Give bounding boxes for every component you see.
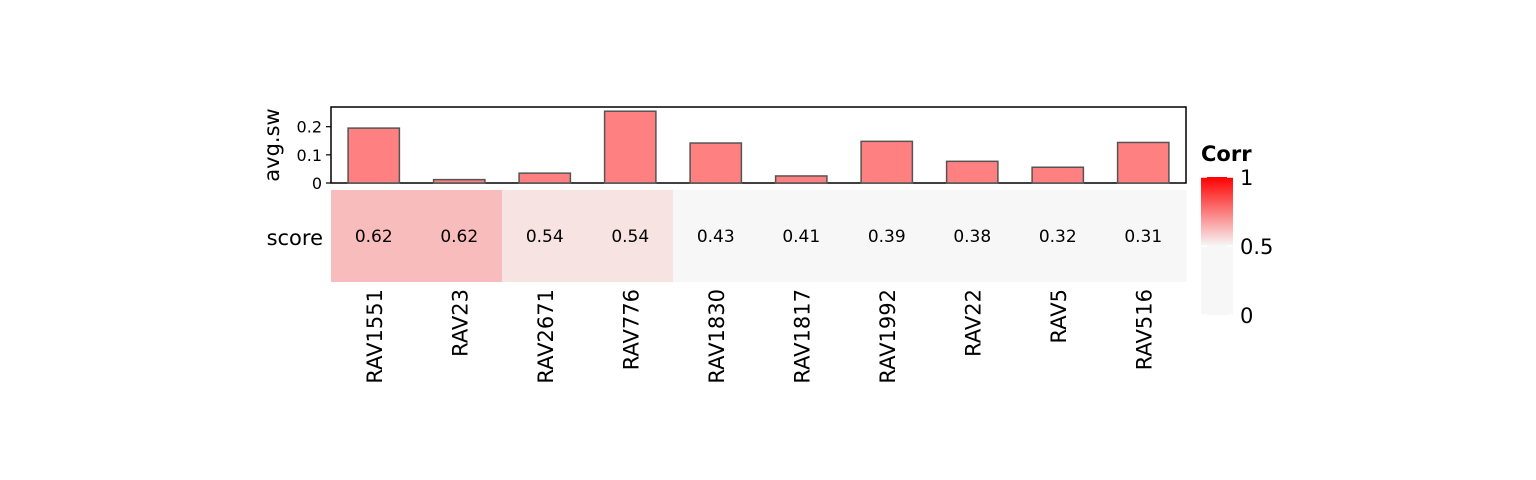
legend-title: Corr — [1201, 142, 1252, 166]
heatmap-cell — [1015, 190, 1101, 282]
heatmap-cell — [673, 190, 759, 282]
heatmap-body: 0.62 0.62 0.54 0.54 0.43 0.41 0.39 0.38 0.32 0.31… — [267, 190, 1187, 384]
heatmap-cell-label: 0.31 — [1124, 227, 1162, 247]
bar-series — [347, 110, 1170, 184]
bar — [347, 127, 401, 184]
heatmap-cell-label: 0.32 — [1039, 227, 1077, 247]
column-label: RAV22 — [961, 289, 985, 357]
heatmap-cell-label: 0.43 — [697, 227, 735, 247]
bar-panel-border — [330, 106, 1187, 184]
bar-y-axis-title: avg.sw — [260, 108, 284, 181]
column-label: RAV1992 — [876, 289, 900, 384]
legend-tick-label: 0 — [1240, 304, 1253, 328]
heatmap-cell-label: 0.38 — [953, 227, 991, 247]
heatmap-cell — [1100, 190, 1187, 282]
column-label: RAV1551 — [363, 289, 387, 384]
heatmap-cell — [416, 190, 503, 282]
heatmap-cell — [758, 190, 845, 282]
heatmap-cell-label: 0.62 — [440, 227, 478, 247]
bar-y-tick-label: 0.1 — [297, 146, 322, 165]
heatmap-cell-label: 0.39 — [868, 227, 906, 247]
heatmap-cell-label: 0.41 — [782, 227, 820, 247]
column-label: RAV1817 — [790, 289, 814, 384]
bar-y-tick-label: 0.2 — [297, 118, 322, 137]
bar — [860, 140, 914, 184]
legend-tick-label: 1 — [1240, 166, 1253, 190]
bar — [1031, 166, 1085, 184]
heatmap-cell-label: 0.54 — [611, 227, 649, 247]
heatmap-cell — [502, 190, 588, 282]
bar — [518, 172, 572, 184]
bar — [774, 175, 828, 184]
legend-tick-label: 0.5 — [1240, 235, 1273, 259]
heatmap-cells: 0.62 0.62 0.54 0.54 0.43 0.41 0.39 0.38 0.32 0.31 — [331, 190, 1187, 282]
column-label: RAV516 — [1132, 289, 1156, 370]
bar — [432, 178, 486, 184]
column-label: RAV776 — [619, 289, 643, 370]
column-label: RAV5 — [1047, 289, 1071, 344]
heatmap-cell — [331, 190, 417, 282]
legend-ticks: 00.51 — [1201, 166, 1273, 328]
column-label: RAV2671 — [534, 289, 558, 384]
heatmap-cell-label: 0.54 — [526, 227, 564, 247]
bar — [1116, 141, 1170, 184]
column-labels: RAV1551 RAV23 RAV2671 RAV776 RAV1830 RAV1817 R… — [363, 289, 1157, 384]
heatmap-cell-label: 0.62 — [355, 227, 393, 247]
heatmap-row-label: score — [267, 226, 323, 250]
bar — [603, 110, 657, 184]
bar-y-tick-label: 0 — [312, 174, 322, 193]
bar-annotation: 0 0.1 0.2 avg.sw — [260, 106, 1187, 193]
bar — [945, 160, 999, 184]
heatmap-cell — [844, 190, 930, 282]
heatmap-cell — [587, 190, 674, 282]
color-legend: Corr 00.51 — [1201, 142, 1273, 328]
column-label: RAV23 — [448, 289, 472, 357]
heatmap-cell — [929, 190, 1016, 282]
column-label: RAV1830 — [705, 289, 729, 384]
bar-y-axis: 0 0.1 0.2 — [297, 118, 331, 193]
bar — [689, 142, 743, 184]
